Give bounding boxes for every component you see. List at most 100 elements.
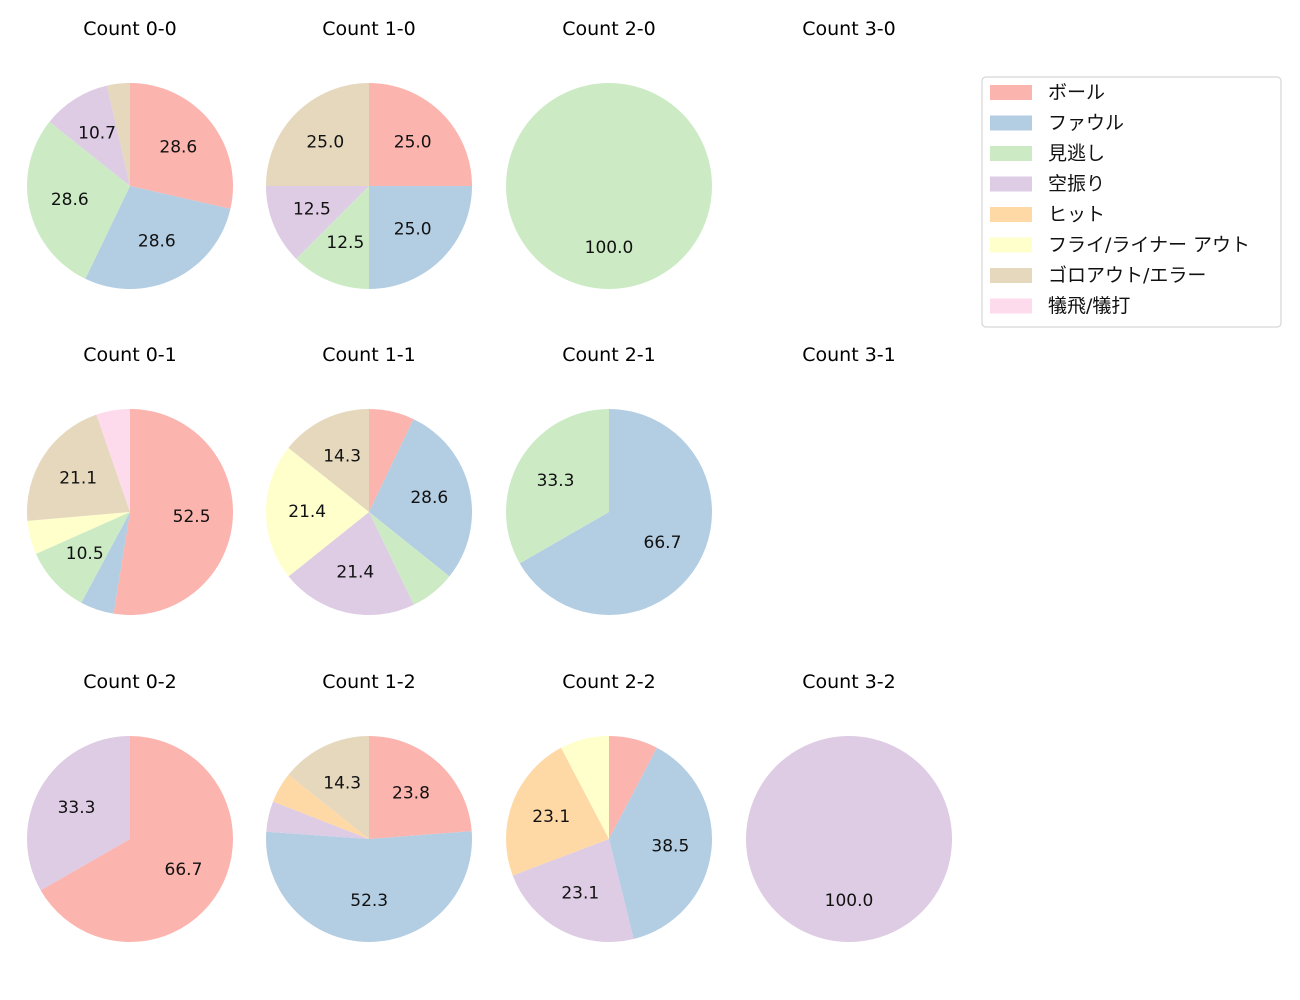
slice-label: 38.5 — [651, 836, 689, 856]
pie-slice-2 — [369, 419, 472, 577]
pie-title: Count 3-0 — [802, 18, 896, 40]
legend-label: フライ/ライナー アウト — [1048, 234, 1250, 256]
legend-item: 見逃し — [990, 143, 1105, 165]
pie-slice-4 — [746, 736, 952, 942]
pie-slice-3 — [35, 512, 130, 603]
slice-label: 25.0 — [394, 132, 432, 152]
legend-swatch — [990, 176, 1032, 192]
slice-label: 21.1 — [59, 468, 97, 488]
legend-label: 犠飛/犠打 — [1048, 295, 1130, 317]
pie-count-2-2: Count 2-2 38.5 23.1 23.1 — [505, 671, 713, 943]
pie-slice-1 — [113, 409, 234, 615]
pie-slice-4 — [27, 736, 130, 891]
pie-slice-7 — [288, 409, 369, 512]
legend-frame — [981, 76, 1282, 328]
legend-label: ゴロアウト/エラー — [1048, 265, 1206, 287]
legend-item: ゴロアウト/エラー — [990, 265, 1206, 287]
pie-slice-1 — [369, 83, 472, 186]
legend-label: ボール — [1048, 82, 1105, 104]
slice-label: 100.0 — [825, 891, 874, 911]
slice-label: 25.0 — [394, 220, 432, 240]
legend-swatch — [990, 207, 1032, 222]
pie-slice-2 — [519, 409, 712, 615]
pie-slice-7 — [288, 736, 369, 839]
legend-swatch — [990, 85, 1032, 100]
slice-label: 66.7 — [644, 533, 682, 553]
slice-label: 10.7 — [78, 124, 116, 144]
pie-slice-3 — [506, 83, 712, 289]
pie-slice-4 — [49, 85, 130, 186]
slice-label: 33.3 — [58, 798, 96, 818]
pie-count-0-2: Count 0-2 66.7 33.3 — [27, 671, 234, 942]
pie-slice-3 — [369, 512, 450, 605]
pie-slice-1 — [130, 83, 234, 209]
pie-title: Count 3-2 — [802, 671, 896, 693]
slice-label: 23.1 — [532, 807, 570, 827]
pie-title: Count 2-2 — [562, 671, 656, 693]
slice-label: 28.6 — [410, 488, 448, 508]
pie-slice-4 — [288, 512, 414, 615]
slice-label: 52.5 — [173, 507, 211, 527]
slice-label: 23.1 — [561, 884, 599, 904]
pie-count-1-2: Count 1-2 23.8 52.3 14.3 — [265, 671, 472, 943]
pie-count-2-1: Count 2-1 66.7 33.3 — [506, 344, 712, 615]
pie-slice-7 — [106, 83, 130, 186]
slice-label: 14.3 — [323, 773, 361, 793]
legend-swatch — [990, 237, 1032, 253]
pie-slice-6 — [561, 736, 609, 839]
slice-label: 100.0 — [585, 238, 634, 258]
slice-label: 12.5 — [293, 200, 331, 220]
pie-slice-6 — [27, 512, 130, 554]
slice-label: 10.5 — [66, 544, 104, 564]
pie-slice-1 — [369, 409, 414, 512]
pie-slice-4 — [266, 186, 369, 259]
legend-item: ヒット — [990, 204, 1105, 226]
slice-label: 52.3 — [350, 891, 388, 911]
pie-count-3-2: Count 3-2 100.0 — [746, 671, 952, 942]
pie-count-3-1: Count 3-1 — [802, 344, 896, 366]
legend-item: ボール — [990, 82, 1105, 104]
pie-slice-7 — [26, 414, 130, 521]
pie-title: Count 0-0 — [83, 18, 177, 40]
slice-label: 33.3 — [537, 471, 575, 491]
legend-item: フライ/ライナー アウト — [990, 234, 1250, 256]
pie-slice-2 — [369, 186, 472, 289]
pie-slice-1 — [369, 736, 472, 839]
pie-slice-1 — [609, 736, 657, 839]
pie-title: Count 3-1 — [802, 344, 896, 366]
pie-slice-5 — [273, 774, 369, 839]
legend-swatch — [990, 146, 1032, 161]
legend-swatch — [990, 115, 1032, 131]
pie-title: Count 0-2 — [83, 671, 177, 693]
legend-item: ファウル — [990, 112, 1124, 134]
pie-slice-5 — [505, 747, 609, 876]
slice-label: 23.8 — [392, 784, 430, 804]
pie-slice-3 — [506, 409, 609, 564]
pie-title: Count 2-1 — [562, 344, 656, 366]
pie-count-1-1: Count 1-1 28.6 21.4 21.4 14.3 — [265, 344, 472, 615]
slice-label: 14.3 — [323, 446, 361, 466]
pie-count-1-0: Count 1-0 25.0 25.0 12.5 12.5 25.0 — [266, 18, 472, 289]
pie-slice-2 — [609, 747, 713, 940]
slice-label: 28.6 — [51, 190, 89, 210]
pie-slice-8 — [96, 409, 130, 512]
slice-label: 28.6 — [138, 232, 176, 252]
slice-label: 66.7 — [165, 860, 203, 880]
pie-slice-3 — [26, 121, 130, 279]
legend-label: 空振り — [1048, 173, 1105, 195]
pie-slice-2 — [85, 186, 231, 289]
pie-count-3-0: Count 3-0 — [802, 18, 896, 40]
pie-slice-4 — [266, 801, 369, 839]
pie-slice-7 — [266, 83, 369, 186]
pie-slice-2 — [265, 831, 472, 943]
legend-label: ヒット — [1048, 204, 1105, 226]
slice-label: 21.4 — [336, 562, 374, 582]
legend-label: 見逃し — [1048, 143, 1105, 165]
pie-title: Count 1-0 — [322, 18, 416, 40]
pie-slice-1 — [40, 736, 234, 942]
pie-count-2-0: Count 2-0 100.0 — [506, 18, 712, 289]
slice-label: 12.5 — [326, 233, 364, 253]
legend-item: 空振り — [990, 173, 1105, 195]
